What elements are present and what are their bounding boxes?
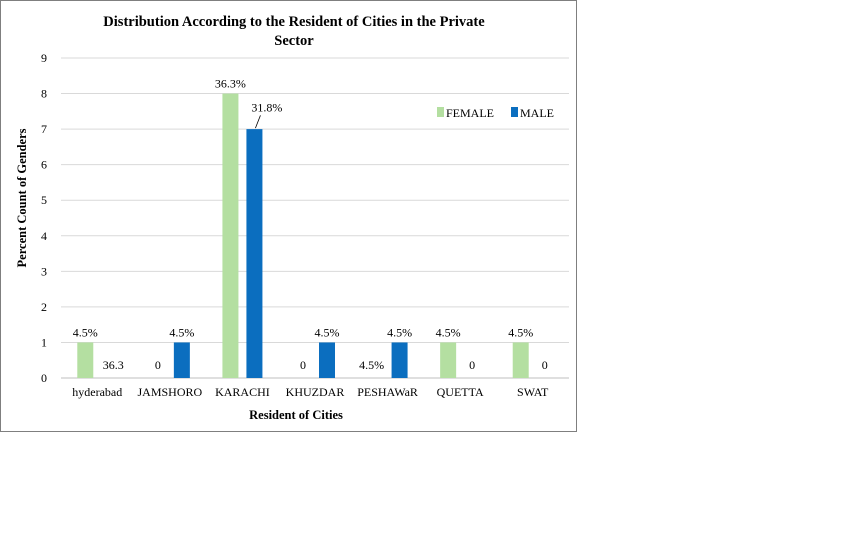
- y-tick-label: 8: [41, 87, 47, 101]
- legend-swatch-female: [437, 107, 444, 117]
- x-tick-label: KARACHI: [215, 385, 270, 399]
- data-label-female: 4.5%: [436, 325, 461, 339]
- bar-male: [246, 129, 263, 378]
- y-tick-label: 7: [41, 122, 47, 136]
- x-axis-title: Resident of Cities: [249, 408, 343, 422]
- legend-swatch-male: [511, 107, 518, 117]
- bars: [77, 93, 529, 379]
- data-label-female: 4.5%: [508, 325, 533, 339]
- x-tick-label: hyderabad: [72, 385, 122, 399]
- x-tick-label: KHUZDAR: [286, 385, 345, 399]
- y-tick-label: 6: [41, 158, 47, 172]
- y-tick-label: 3: [41, 264, 47, 278]
- data-labels: 4.5% 36.3 0 4.5% 36.3% 31.8% 0 4.5% 4.5% 4.5% 4.5%…: [73, 77, 548, 372]
- bar-female: [77, 342, 94, 378]
- legend: FEMALE MALE: [437, 106, 554, 120]
- bar-female: [222, 93, 239, 379]
- data-label-male: 4.5%: [169, 325, 194, 339]
- chart-title-line-1: Distribution According to the Resident o…: [103, 14, 485, 30]
- data-label-female: 36.3%: [215, 77, 246, 91]
- data-label-female: 0: [155, 358, 161, 372]
- y-tick-label: 9: [41, 51, 47, 65]
- data-label-female: 4.5%: [359, 358, 384, 372]
- y-axis-ticks: 0 1 2 3 4 5 6 7 8 9: [41, 51, 47, 385]
- x-tick-label: PESHAWaR: [357, 385, 418, 399]
- legend-label-female: FEMALE: [446, 106, 494, 120]
- y-tick-label: 0: [41, 371, 47, 385]
- data-label-male: 31.8%: [251, 100, 282, 114]
- data-label-male: 4.5%: [315, 325, 340, 339]
- x-tick-label: SWAT: [517, 385, 549, 399]
- bar-female: [440, 342, 457, 378]
- x-tick-label: QUETTA: [437, 385, 484, 399]
- data-label-leader-line: [255, 115, 261, 129]
- bar-male: [391, 342, 408, 378]
- legend-label-male: MALE: [520, 106, 554, 120]
- chart-frame: Distribution According to the Resident o…: [0, 0, 577, 432]
- data-label-male: 0: [469, 358, 475, 372]
- y-tick-label: 4: [41, 229, 47, 243]
- y-tick-label: 1: [41, 335, 47, 349]
- gridlines: [61, 57, 569, 379]
- y-axis-title: Percent Count of Genders: [15, 128, 29, 267]
- data-label-male: 4.5%: [387, 325, 412, 339]
- x-axis-ticks: hyderabad JAMSHORO KARACHI KHUZDAR PESHAWaR Q…: [72, 385, 549, 399]
- chart-title-line-2: Sector: [274, 33, 314, 49]
- data-label-female: 4.5%: [73, 325, 98, 339]
- data-label-male: 36.3: [103, 358, 124, 372]
- bar-male: [173, 342, 190, 378]
- x-tick-label: JAMSHORO: [138, 385, 203, 399]
- bar-chart: Distribution According to the Resident o…: [15, 14, 569, 422]
- data-label-male: 0: [542, 358, 548, 372]
- bar-male: [319, 342, 335, 378]
- data-label-female: 0: [300, 358, 306, 372]
- bar-female: [512, 342, 529, 378]
- y-tick-label: 2: [41, 300, 47, 314]
- y-tick-label: 5: [41, 193, 47, 207]
